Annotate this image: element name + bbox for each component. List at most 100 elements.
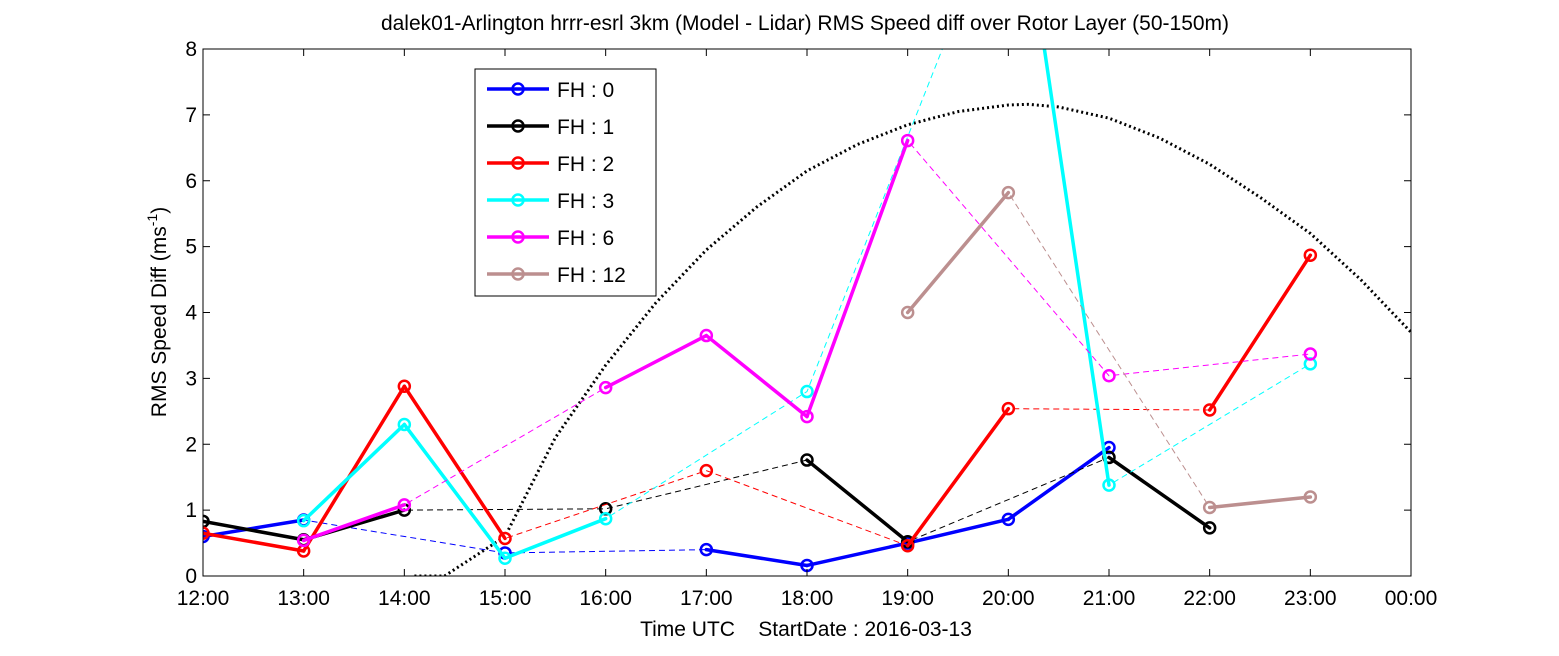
series-3 [296, 49, 1318, 565]
series-segment [704, 547, 809, 568]
series-segment [805, 458, 910, 544]
series-5 [900, 185, 1318, 515]
series-segment [402, 384, 507, 541]
data-point [598, 380, 613, 395]
series-segment [1042, 49, 1111, 487]
x-tick-label: 22:00 [1183, 587, 1236, 610]
series-segment [905, 517, 1011, 545]
data-point [800, 453, 814, 467]
data-point [1303, 248, 1318, 262]
legend-marker [511, 119, 525, 133]
legend-label: FH : 3 [557, 190, 614, 213]
x-axis-label: Time UTC StartDate : 2016-03-13 [640, 618, 972, 641]
series-dashed-line [203, 456, 1210, 543]
series-4 [296, 133, 1318, 548]
legend-item: FH : 1 [487, 116, 614, 139]
plot-area [203, 49, 1411, 576]
data-point [900, 538, 915, 553]
series-segment [301, 384, 407, 553]
y-tick-label: 4 [185, 302, 197, 325]
x-tick-label: 14:00 [378, 587, 431, 610]
series-segment [203, 531, 306, 553]
y-tick-label: 7 [185, 104, 197, 127]
data-point [800, 384, 814, 399]
series-dashed-line [203, 254, 1311, 552]
y-tick-label: 1 [185, 499, 197, 522]
series-segment [905, 190, 1011, 315]
data-point [1303, 490, 1318, 504]
data-point [1102, 478, 1116, 492]
y-axis-label: RMS Speed Diff (ms-1) [144, 207, 171, 417]
series-segment [402, 422, 507, 560]
series-segment [1107, 455, 1212, 530]
legend-marker [511, 230, 525, 244]
data-point [699, 542, 714, 557]
legend-marker [511, 82, 525, 96]
legend-item: FH : 2 [487, 153, 614, 176]
series-segment [503, 516, 608, 560]
series-segment [1207, 495, 1313, 510]
data-point [1001, 185, 1016, 200]
data-point [900, 133, 915, 148]
series-segment [1006, 445, 1111, 522]
legend-marker [511, 156, 525, 170]
data-point [900, 305, 915, 320]
y-axis-label-main: RMS Speed Diff (ms [148, 226, 171, 417]
legend-item: FH : 0 [487, 79, 614, 102]
x-tick-label: 19:00 [881, 587, 934, 610]
series-segment [1207, 253, 1313, 412]
data-point [498, 531, 512, 546]
data-point [598, 511, 613, 526]
series-segment [301, 503, 407, 543]
series-segment [203, 518, 306, 539]
data-point [800, 409, 814, 424]
series-2 [203, 248, 1318, 558]
x-tick-label: 13:00 [277, 587, 330, 610]
data-point [699, 328, 714, 343]
data-point [296, 513, 311, 528]
y-tick-label: 8 [185, 38, 197, 61]
data-point [1202, 521, 1217, 535]
y-tick-label: 2 [185, 433, 197, 456]
data-point [1102, 368, 1116, 383]
legend-box [474, 68, 657, 297]
x-tick-label: 23:00 [1284, 587, 1337, 610]
legend-label: FH : 0 [557, 79, 614, 102]
legend-label: FH : 2 [557, 153, 614, 176]
legend-marker [511, 267, 525, 281]
chart-title: dalek01-Arlington hrrr-esrl 3km (Model -… [381, 12, 1229, 35]
x-tick-label: 20:00 [982, 587, 1035, 610]
x-tick-label: 00:00 [1385, 587, 1438, 610]
legend-label: FH : 1 [557, 116, 614, 139]
series-segment [301, 422, 407, 523]
series-segment [704, 333, 809, 419]
x-tick-label: 17:00 [680, 587, 733, 610]
data-point [1001, 512, 1016, 527]
legend-marker [511, 193, 525, 207]
legend: FH : 0 FH : 1 FH : 2 FH : 3 FH : 6 FH : 12 [474, 68, 657, 297]
series-segment [905, 406, 1011, 548]
series-segment [805, 541, 910, 568]
y-tick-label: 6 [185, 170, 197, 193]
series-segment [203, 519, 306, 542]
series-segment [603, 333, 709, 390]
legend-item: FH : 3 [487, 190, 614, 213]
data-point [498, 551, 512, 565]
x-tick-label: 16:00 [579, 587, 632, 610]
x-tick-label: 15:00 [479, 587, 532, 610]
data-point [203, 514, 210, 529]
y-tick-label: 5 [185, 236, 197, 259]
series-segment [805, 138, 910, 419]
legend-item: FH : 12 [487, 264, 626, 287]
x-tick-label: 21:00 [1083, 587, 1136, 610]
y-axis-label-close: ) [148, 207, 171, 214]
data-point [296, 533, 311, 548]
axes-box [202, 48, 1412, 577]
y-axis-label-superscript: -1 [144, 214, 160, 227]
x-tick-label: 12:00 [177, 587, 230, 610]
data-point [397, 417, 412, 432]
legend-label: FH : 6 [557, 227, 614, 250]
data-point [397, 379, 412, 394]
data-point [203, 526, 210, 540]
